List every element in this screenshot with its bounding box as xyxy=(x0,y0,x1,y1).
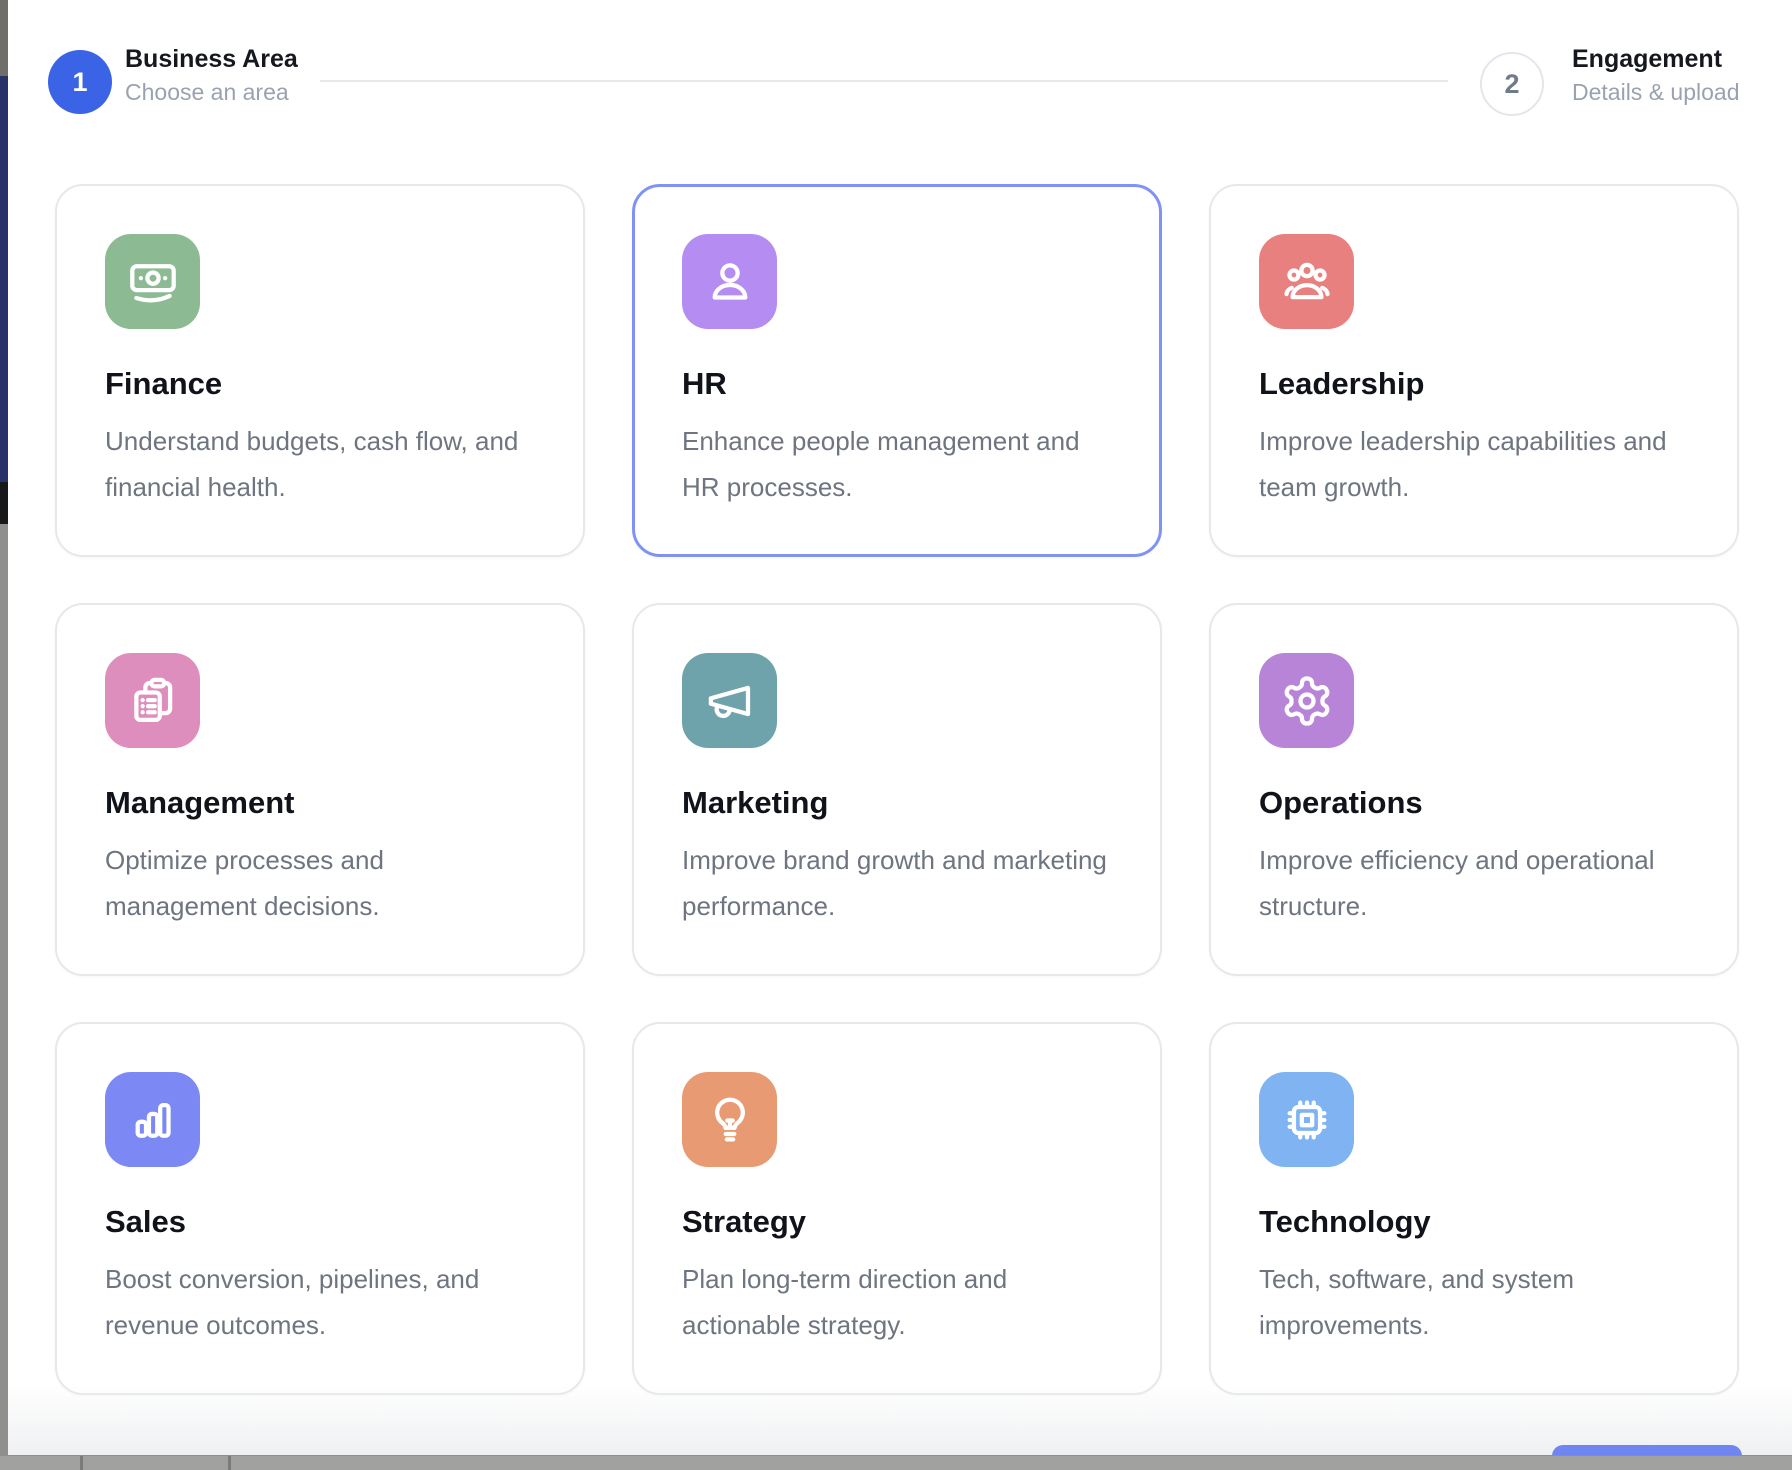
card-strategy[interactable]: Strategy Plan long-term direction and ac… xyxy=(632,1022,1162,1395)
business-area-grid: Finance Understand budgets, cash flow, a… xyxy=(55,184,1739,1395)
card-description: Tech, software, and system improvements. xyxy=(1259,1264,1575,1341)
card-description: Understand budgets, cash flow, and finan… xyxy=(105,426,519,503)
card-title: Strategy xyxy=(682,1204,807,1239)
card-management[interactable]: Management Optimize processes and manage… xyxy=(55,603,585,976)
step-1-subtitle: Choose an area xyxy=(125,79,289,105)
bar-chart-icon xyxy=(105,1072,200,1167)
banknote-icon xyxy=(105,234,200,329)
step-2-subtitle: Details & upload xyxy=(1572,79,1740,105)
card-description: Enhance people management and HR process… xyxy=(682,426,1080,503)
taskbar-divider xyxy=(80,1456,83,1470)
setup-wizard-panel: 1 Business Area Choose an area 2 Engagem… xyxy=(8,0,1792,1455)
card-description: Optimize processes and management decisi… xyxy=(105,845,384,922)
card-description: Improve brand growth and marketing perfo… xyxy=(682,845,1107,922)
megaphone-icon xyxy=(682,653,777,748)
stepper-connector-line xyxy=(320,80,1448,82)
taskbar-divider xyxy=(228,1456,231,1470)
person-icon xyxy=(682,234,777,329)
card-title: Marketing xyxy=(682,785,829,820)
card-sales[interactable]: Sales Boost conversion, pipelines, and r… xyxy=(55,1022,585,1395)
card-title: Management xyxy=(105,785,295,820)
card-description: Boost conversion, pipelines, and revenue… xyxy=(105,1264,480,1341)
step-1-indicator[interactable]: 1 xyxy=(48,50,112,114)
card-hr[interactable]: HR Enhance people management and HR proc… xyxy=(632,184,1162,557)
team-icon xyxy=(1259,234,1354,329)
chip-icon xyxy=(1259,1072,1354,1167)
card-finance[interactable]: Finance Understand budgets, cash flow, a… xyxy=(55,184,585,557)
step-2-title: Engagement xyxy=(1572,45,1723,73)
card-leadership[interactable]: Leadership Improve leadership capabiliti… xyxy=(1209,184,1739,557)
clipboard-icon xyxy=(105,653,200,748)
wizard-stepper: 1 Business Area Choose an area 2 Engagem… xyxy=(8,0,1792,140)
card-title: HR xyxy=(682,366,727,401)
card-title: Leadership xyxy=(1259,366,1425,401)
background-taskbar-edge xyxy=(0,1455,1792,1470)
gear-icon xyxy=(1259,653,1354,748)
card-description: Improve leadership capabilities and team… xyxy=(1259,426,1667,503)
card-technology[interactable]: Technology Tech, software, and system im… xyxy=(1209,1022,1739,1395)
card-description: Plan long-term direction and actionable … xyxy=(682,1264,1008,1341)
card-description: Improve efficiency and operational struc… xyxy=(1259,845,1655,922)
step-1-number: 1 xyxy=(72,66,88,97)
card-title: Finance xyxy=(105,366,223,401)
card-title: Operations xyxy=(1259,785,1423,820)
lightbulb-icon xyxy=(682,1072,777,1167)
step-1-labels: Business Area Choose an area xyxy=(125,44,298,108)
card-title: Technology xyxy=(1259,1204,1431,1239)
step-2-indicator[interactable]: 2 xyxy=(1480,52,1544,116)
step-1-title: Business Area xyxy=(125,45,298,73)
step-2-labels: Engagement Details & upload xyxy=(1572,44,1740,108)
step-2-number: 2 xyxy=(1504,68,1520,99)
card-marketing[interactable]: Marketing Improve brand growth and marke… xyxy=(632,603,1162,976)
background-app-edge xyxy=(0,0,8,1470)
card-operations[interactable]: Operations Improve efficiency and operat… xyxy=(1209,603,1739,976)
card-title: Sales xyxy=(105,1204,187,1239)
